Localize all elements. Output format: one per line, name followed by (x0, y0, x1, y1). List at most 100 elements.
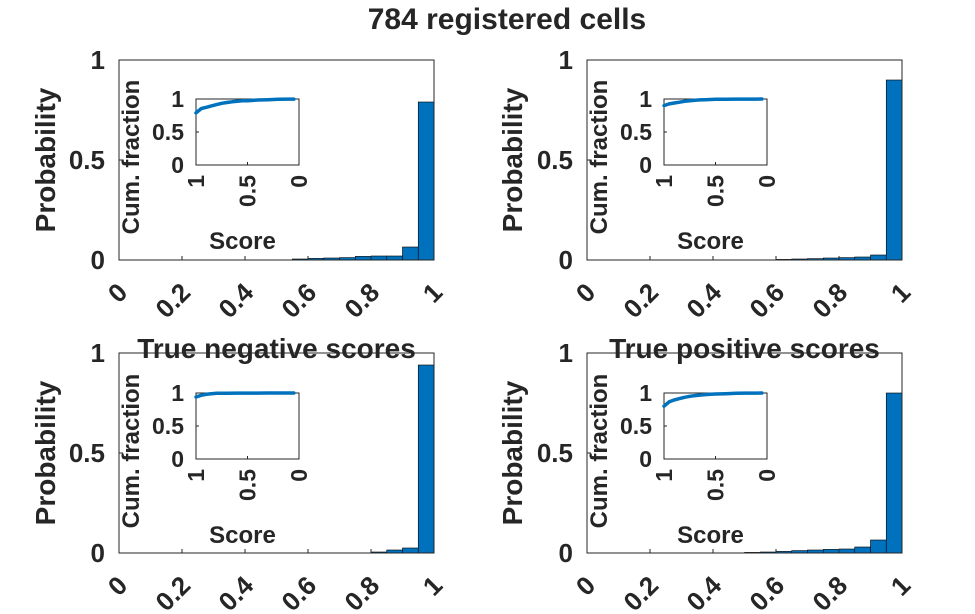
panel-title: True negative scores (137, 333, 416, 364)
y-tick-label: 1 (559, 338, 573, 368)
x-tick-label: 0.6 (275, 570, 322, 614)
inset-y-tick-label: 0.5 (620, 413, 652, 439)
histogram-bar (402, 246, 419, 261)
x-tick-label: 0.8 (338, 570, 385, 614)
inset-x-tick-label: 1 (651, 469, 677, 482)
y-tick-label: 0 (559, 245, 573, 275)
inset-x-axis-label: Score (677, 522, 744, 549)
histogram-bar (870, 539, 887, 554)
x-tick-label: 0.4 (212, 570, 259, 614)
x-tick-label: 1 (885, 277, 916, 308)
x-tick-label: 0.4 (680, 570, 727, 614)
x-tick-label: 1 (885, 570, 916, 601)
inset-4: 0 0.5 1 1 0.5 0 Score Cum. fraction (586, 374, 780, 549)
histogram-bar (417, 101, 435, 261)
y-tick-label: 0.5 (69, 438, 105, 468)
inset-y-tick-label: 1 (171, 86, 184, 112)
histogram-bar (870, 254, 887, 261)
figure-title: 784 registered cells (368, 3, 647, 36)
x-tick-label: 0.6 (275, 277, 322, 324)
histogram-bar (417, 364, 435, 554)
x-tick-label: 0.2 (617, 277, 664, 324)
histogram-bar (885, 392, 903, 554)
x-tick-label: 1 (417, 570, 448, 601)
histogram-bar (386, 255, 403, 261)
x-tick-label: 0 (102, 570, 133, 601)
x-tick-label: 0 (570, 570, 601, 601)
inset-x-tick-label: 0 (754, 175, 780, 188)
x-tick-label: 0.2 (149, 277, 196, 324)
histogram-bar (885, 79, 903, 261)
x-tick-label: 1 (417, 277, 448, 308)
y-tick-label: 1 (91, 45, 105, 75)
panel-title: True positive scores (609, 333, 880, 364)
inset-x-tick-label: 0 (286, 469, 312, 482)
inset-x-tick-label: 0.5 (703, 175, 729, 207)
histogram-bar (354, 256, 372, 261)
inset-y-tick-label: 0 (639, 152, 652, 178)
inset-y-tick-label: 1 (639, 86, 652, 112)
cumulative-curve (194, 97, 296, 115)
inset-2: 0 0.5 1 1 0.5 0 Score Cum. fraction (586, 80, 780, 255)
x-tick-label: 0.4 (680, 277, 727, 324)
inset-box (195, 392, 300, 460)
y-tick-label: 0.5 (69, 145, 105, 175)
y-tick-label: 1 (559, 45, 573, 75)
x-tick-label: 0.4 (212, 277, 259, 324)
inset-x-axis-label: Score (677, 228, 744, 255)
inset-x-tick-label: 0 (754, 469, 780, 482)
inset-x-tick-label: 1 (651, 175, 677, 188)
cumulative-curve (662, 391, 764, 408)
inset-y-tick-label: 0 (639, 446, 652, 472)
y-axis-label: Probability (497, 87, 528, 232)
x-tick-label: 0.8 (338, 277, 385, 324)
inset-y-axis-label: Cum. fraction (586, 80, 613, 235)
x-tick-label: 0.6 (743, 570, 790, 614)
y-tick-label: 0.5 (537, 145, 573, 175)
inset-x-tick-label: 0.5 (235, 469, 261, 501)
x-tick-label: 0.8 (806, 570, 853, 614)
inset-y-axis-label: Cum. fraction (586, 374, 613, 529)
inset-y-tick-label: 0 (171, 446, 184, 472)
inset-y-tick-label: 0.5 (152, 413, 184, 439)
inset-x-tick-label: 1 (183, 469, 209, 482)
inset-box (663, 98, 768, 166)
inset-x-tick-label: 0.5 (235, 175, 261, 207)
histogram-bar (854, 546, 871, 554)
cumulative-curve (662, 97, 764, 108)
x-tick-label: 0 (102, 277, 133, 308)
inset-box (663, 392, 768, 460)
cumulative-curve (194, 391, 296, 399)
inset-y-tick-label: 0 (171, 152, 184, 178)
histogram-bar (402, 547, 419, 554)
y-tick-label: 0 (91, 245, 105, 275)
inset-y-tick-label: 1 (639, 380, 652, 406)
x-tick-label: 0.2 (617, 570, 664, 614)
inset-x-axis-label: Score (209, 522, 276, 549)
y-tick-label: 1 (91, 338, 105, 368)
inset-x-tick-label: 1 (183, 175, 209, 188)
y-tick-label: 0 (559, 538, 573, 568)
histogram-bar (822, 549, 840, 554)
x-tick-label: 0.2 (149, 570, 196, 614)
inset-box (195, 98, 300, 166)
inset-x-axis-label: Score (209, 228, 276, 255)
inset-x-tick-label: 0.5 (703, 469, 729, 501)
x-tick-label: 0.8 (806, 277, 853, 324)
histogram-bar (370, 255, 388, 261)
y-tick-label: 0 (91, 538, 105, 568)
inset-1: 0 0.5 1 1 0.5 0 Score Cum. fraction (118, 80, 312, 255)
inset-y-tick-label: 0.5 (152, 119, 184, 145)
inset-x-tick-label: 0 (286, 175, 312, 188)
y-tick-label: 0.5 (537, 438, 573, 468)
histogram-bar (838, 548, 856, 554)
y-axis-label: Probability (30, 380, 61, 525)
x-tick-label: 0.6 (743, 277, 790, 324)
x-tick-label: 0 (570, 277, 601, 308)
